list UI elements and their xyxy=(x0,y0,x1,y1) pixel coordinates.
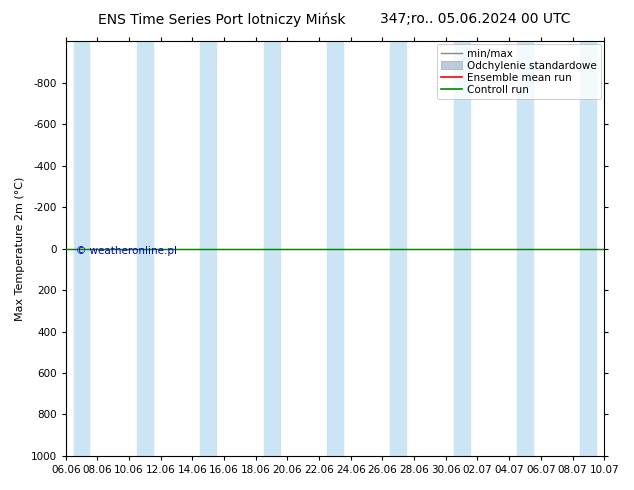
Bar xyxy=(581,41,596,456)
Bar xyxy=(391,41,406,456)
Bar xyxy=(74,41,89,456)
Bar xyxy=(327,41,343,456)
Bar xyxy=(454,41,470,456)
Bar xyxy=(517,41,533,456)
Bar xyxy=(264,41,280,456)
Text: ENS Time Series Port lotniczy Mińsk: ENS Time Series Port lotniczy Mińsk xyxy=(98,12,346,27)
Text: 347;ro.. 05.06.2024 00 UTC: 347;ro.. 05.06.2024 00 UTC xyxy=(380,12,571,26)
Legend: min/max, Odchylenie standardowe, Ensemble mean run, Controll run: min/max, Odchylenie standardowe, Ensembl… xyxy=(437,44,601,99)
Y-axis label: Max Temperature 2m (°C): Max Temperature 2m (°C) xyxy=(15,176,25,321)
Bar xyxy=(137,41,153,456)
Bar xyxy=(200,41,216,456)
Text: © weatheronline.pl: © weatheronline.pl xyxy=(77,245,178,256)
